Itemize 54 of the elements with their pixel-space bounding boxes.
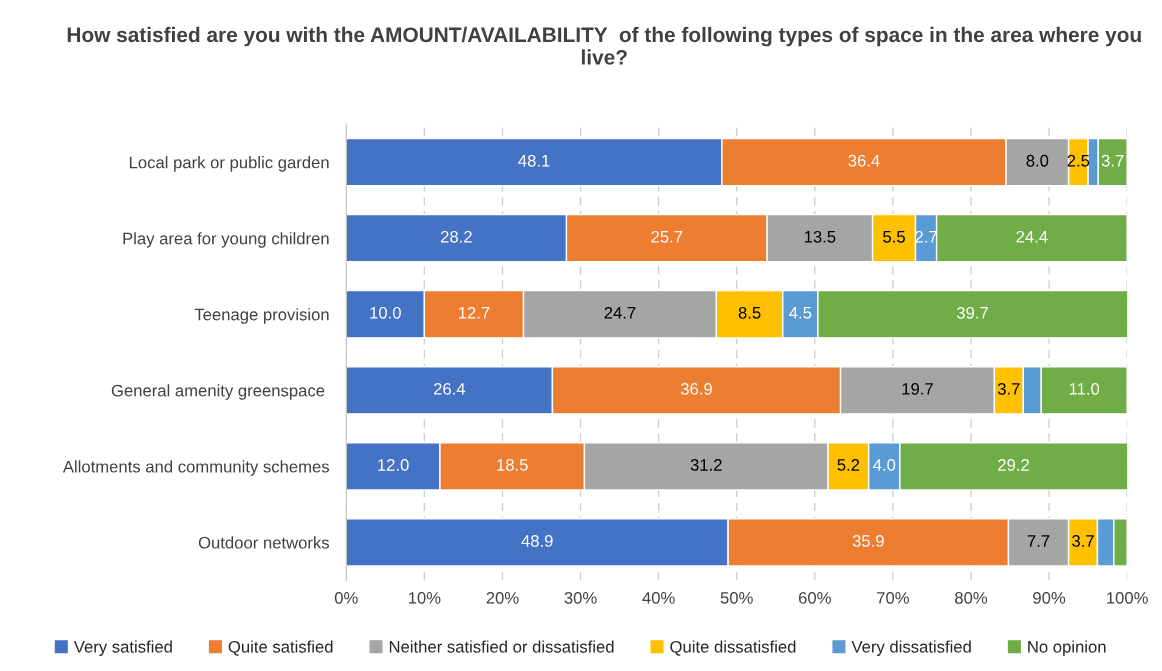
data-label: 3.7 — [1101, 154, 1124, 167]
data-label: 25.7 — [651, 230, 683, 243]
x-tick-label: 20% — [486, 591, 519, 604]
data-label: 26.4 — [433, 382, 466, 395]
data-label: 3.7 — [1072, 535, 1094, 547]
legend-label: Quite satisfied — [228, 640, 333, 656]
data-label: 8.5 — [738, 306, 761, 319]
data-label: 48.9 — [521, 535, 553, 547]
data-label: 12.0 — [378, 459, 409, 471]
y-tick-label: Local park or public garden — [129, 156, 329, 172]
data-label: 31.2 — [690, 459, 722, 471]
data-label: 7.7 — [1027, 535, 1050, 547]
data-label: 36.9 — [680, 382, 712, 395]
x-tick-label: 50% — [720, 591, 753, 604]
data-label: 18.5 — [497, 459, 528, 471]
data-label: 11.0 — [1069, 382, 1100, 395]
x-tick-label: 100% — [1107, 591, 1148, 604]
x-tick-label: 40% — [642, 591, 675, 604]
x-tick-label: 60% — [798, 591, 831, 604]
legend-label: Neither satisfied or dissatisfied — [389, 640, 614, 653]
x-tick-label: 0% — [334, 591, 358, 604]
data-label: 5.5 — [883, 231, 905, 243]
y-tick-label: Teenage provision — [194, 308, 329, 324]
data-label: 8.0 — [1026, 154, 1049, 167]
data-label: 4.5 — [789, 307, 812, 319]
legend-label: No opinion — [1028, 640, 1106, 656]
data-label: 39.7 — [956, 306, 988, 319]
x-tick-label: 90% — [1033, 591, 1066, 604]
x-tick-label: 80% — [955, 591, 988, 604]
y-tick-label: Allotments and community schemes — [62, 460, 330, 476]
data-label: 28.2 — [441, 230, 472, 243]
data-label: 19.7 — [902, 382, 933, 395]
data-label: 24.4 — [1016, 230, 1048, 243]
legend-label: Very satisfied — [73, 640, 172, 656]
y-tick-label: Outdoor networks — [198, 536, 330, 549]
data-label: 24.7 — [604, 306, 636, 319]
legend-label: Quite dissatisfied — [670, 640, 796, 656]
data-label: 35.9 — [852, 535, 884, 547]
data-label: 29.2 — [998, 459, 1029, 471]
y-tick-label: General amenity greenspace — [111, 384, 325, 400]
data-label: 13.5 — [804, 230, 836, 243]
data-label: 48.1 — [518, 154, 550, 167]
x-tick-label: 70% — [877, 591, 909, 604]
chart-title: How satisfied are you with the AMOUNT/AVAILABILITY of the following types of space in the area where you live? — [67, 26, 1141, 65]
data-label: 10.0 — [370, 306, 401, 319]
x-tick-label: 30% — [564, 591, 597, 604]
data-label: 12.7 — [459, 306, 490, 319]
y-tick-label: Play area for young children — [123, 232, 329, 248]
data-label: 36.4 — [848, 154, 880, 167]
data-label: 5.2 — [837, 459, 860, 471]
legend-label: Very dissatisfied — [851, 640, 971, 656]
data-label: 4.0 — [873, 459, 896, 471]
data-label: 3.7 — [997, 382, 1020, 395]
x-tick-label: 10% — [408, 591, 441, 604]
